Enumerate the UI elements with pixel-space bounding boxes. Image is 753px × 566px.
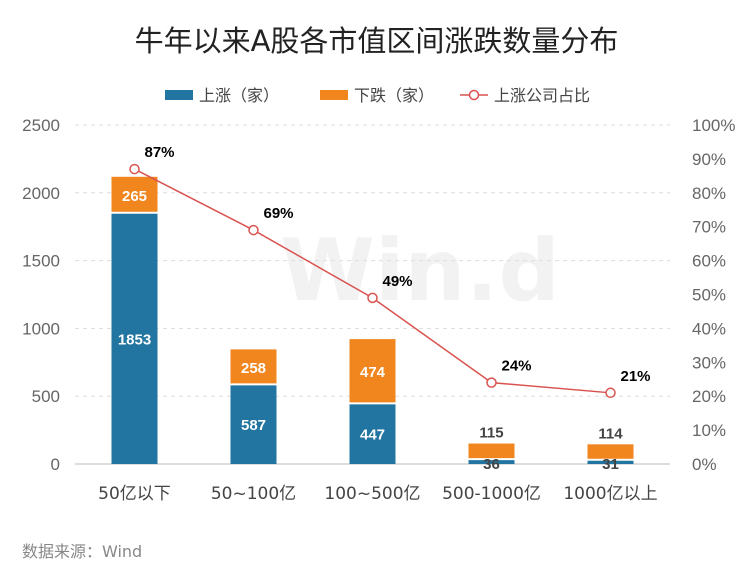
watermark: Win.d bbox=[280, 221, 560, 321]
legend-label: 下跌（家） bbox=[354, 86, 434, 105]
y-left-tick-label: 2000 bbox=[22, 184, 60, 203]
y-left-tick-label: 0 bbox=[51, 455, 60, 474]
y-left-tick-label: 1000 bbox=[22, 319, 60, 338]
line-data-label: 69% bbox=[263, 205, 293, 222]
bar-up bbox=[230, 384, 277, 464]
line-data-label: 21% bbox=[620, 368, 650, 385]
line-data-label: 87% bbox=[144, 144, 174, 161]
bar-up-value-label: 36 bbox=[483, 456, 500, 473]
legend-swatch-marker bbox=[468, 89, 480, 101]
bar-down bbox=[349, 339, 396, 404]
x-tick-label: 50亿以下 bbox=[98, 484, 171, 504]
y-right-tick-label: 20% bbox=[692, 387, 726, 406]
bar-down-value-label: 115 bbox=[479, 425, 503, 442]
y-right-tick-label: 50% bbox=[692, 286, 726, 305]
line-point bbox=[605, 387, 616, 399]
bar-down-value-label: 474 bbox=[360, 364, 386, 381]
bar-down-value-label: 114 bbox=[598, 425, 623, 442]
legend-swatch bbox=[320, 90, 348, 100]
legend-label: 上涨公司占比 bbox=[494, 86, 590, 105]
bar-up bbox=[468, 459, 515, 464]
bar-down bbox=[111, 176, 158, 213]
bar-up bbox=[111, 212, 158, 464]
bar-up-value-label: 587 bbox=[241, 417, 266, 434]
y-right-tick-label: 0% bbox=[692, 455, 717, 474]
bar-up bbox=[587, 459, 634, 464]
y-right-tick-label: 40% bbox=[692, 319, 726, 338]
y-left-tick-label: 2500 bbox=[22, 116, 60, 135]
x-tick-label: 1000亿以上 bbox=[563, 484, 657, 504]
legend-label: 上涨（家） bbox=[199, 86, 279, 105]
line-point bbox=[129, 163, 140, 175]
bar-up-value-label: 31 bbox=[602, 456, 619, 473]
y-left-tick-label: 500 bbox=[32, 387, 60, 406]
y-right-tick-label: 10% bbox=[692, 421, 726, 440]
y-right-tick-label: 70% bbox=[692, 218, 726, 237]
bar-up bbox=[349, 403, 396, 464]
bar-up-value-label: 447 bbox=[360, 427, 385, 444]
bar-down bbox=[587, 444, 634, 460]
bar-up-value-label: 1853 bbox=[118, 331, 151, 348]
bar-down bbox=[230, 349, 277, 385]
x-tick-label: 500-1000亿 bbox=[442, 484, 541, 504]
y-right-tick-label: 90% bbox=[692, 150, 726, 169]
line-point bbox=[486, 377, 497, 388]
y-right-tick-label: 30% bbox=[692, 353, 726, 372]
x-tick-label: 100~500亿 bbox=[324, 484, 420, 504]
y-left-tick-label: 1500 bbox=[22, 252, 60, 271]
y-right-tick-label: 80% bbox=[692, 184, 726, 203]
bar-down bbox=[468, 443, 515, 460]
x-tick-label: 50~100亿 bbox=[211, 484, 296, 504]
line-data-label: 24% bbox=[501, 358, 531, 375]
line-point bbox=[367, 292, 378, 304]
bar-down-value-label: 265 bbox=[122, 188, 147, 205]
line-point bbox=[248, 224, 259, 236]
y-right-tick-label: 60% bbox=[692, 252, 726, 271]
legend-swatch bbox=[165, 90, 193, 100]
source-note: 数据来源：Wind bbox=[22, 542, 143, 561]
y-right-tick-label: 100% bbox=[692, 116, 735, 135]
line-data-label: 49% bbox=[382, 273, 412, 290]
bar-down-value-label: 258 bbox=[241, 360, 266, 377]
chart-title: 牛年以来A股各市值区间涨跌数量分布 bbox=[134, 24, 619, 58]
